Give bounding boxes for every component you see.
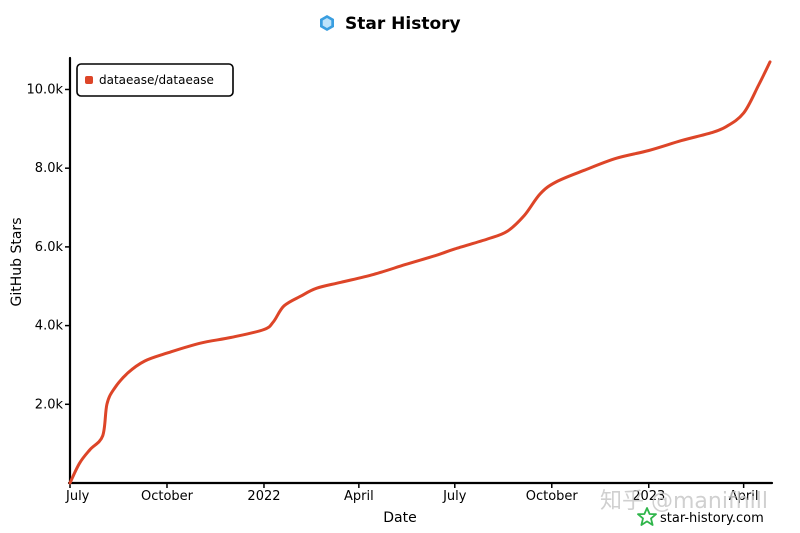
y-tick-label: 6.0k (35, 240, 64, 255)
star-history-logo-icon (320, 15, 334, 31)
star-icon (637, 507, 657, 526)
y-tick-label: 10.0k (27, 82, 64, 97)
x-tick-label: 2022 (247, 489, 280, 504)
series-layer (68, 60, 772, 485)
y-tick-label: 4.0k (35, 319, 64, 334)
series-line-dataease (68, 60, 772, 485)
chart-title-group: Star History (320, 14, 461, 34)
legend: dataease/dataease (76, 63, 234, 97)
y-axis-ticks: 2.0k 4.0k 6.0k 8.0k 10.0k (27, 82, 70, 412)
x-tick-label: October (141, 489, 194, 504)
x-tick-label: April (344, 489, 374, 504)
x-tick-label: April (729, 489, 759, 504)
x-tick-label: October (526, 489, 579, 504)
y-axis-title: GitHub Stars (9, 218, 25, 307)
x-axis-ticks: July October 2022 April July October 2023 April (65, 483, 759, 504)
legend-swatch (85, 76, 93, 84)
x-tick-label: July (65, 489, 90, 504)
x-axis-title: Date (383, 510, 416, 526)
brand-text: star-history.com (660, 511, 764, 526)
x-tick-label: July (442, 489, 467, 504)
legend-box (76, 63, 234, 97)
chart-title: Star History (345, 14, 461, 34)
y-tick-label: 2.0k (35, 397, 64, 412)
brand-footer: star-history.com (637, 507, 764, 526)
y-tick-label: 8.0k (35, 161, 64, 176)
watermark-text: 知乎 @manifhill (600, 489, 768, 514)
x-tick-label: 2023 (632, 489, 665, 504)
legend-entry-dataease: dataease/dataease (99, 73, 214, 87)
